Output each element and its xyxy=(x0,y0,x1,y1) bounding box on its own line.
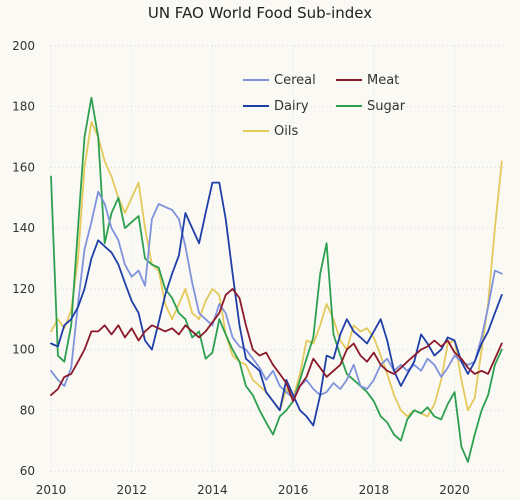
chart-title: UN FAO World Food Sub-index xyxy=(148,4,372,22)
legend-label-oils: Oils xyxy=(274,124,298,139)
legend-label-dairy: Dairy xyxy=(274,99,309,114)
legend-label-cereal: Cereal xyxy=(274,73,316,88)
y-tick-label: 60 xyxy=(20,464,35,478)
y-tick-label: 160 xyxy=(12,160,35,174)
axes: 60 80 100 120 140 160 180 200 2010 2012 2014 2016 20… xyxy=(12,39,470,497)
y-tick-label: 80 xyxy=(20,403,35,417)
y-tick-label: 140 xyxy=(12,221,35,235)
x-tick-label: 2020 xyxy=(439,483,470,497)
x-tick-label: 2016 xyxy=(278,483,309,497)
x-tick-label: 2012 xyxy=(116,483,147,497)
x-tick-label: 2010 xyxy=(36,483,67,497)
legend: Cereal Meat Dairy Sugar Oils xyxy=(243,73,406,139)
series-line-meat xyxy=(50,288,503,403)
legend-label-meat: Meat xyxy=(367,73,399,88)
series-line-cereal xyxy=(50,190,503,399)
x-tick-label: 2018 xyxy=(359,483,390,497)
y-tick-label: 200 xyxy=(12,39,35,53)
series-line-dairy xyxy=(50,181,503,427)
y-tick-label: 180 xyxy=(12,100,35,114)
series-lines xyxy=(50,96,503,463)
y-tick-label: 100 xyxy=(12,343,35,357)
series-line-sugar xyxy=(50,96,503,463)
gridlines xyxy=(50,45,505,472)
y-tick-label: 120 xyxy=(12,282,35,296)
legend-label-sugar: Sugar xyxy=(367,99,406,114)
x-tick-label: 2014 xyxy=(197,483,228,497)
